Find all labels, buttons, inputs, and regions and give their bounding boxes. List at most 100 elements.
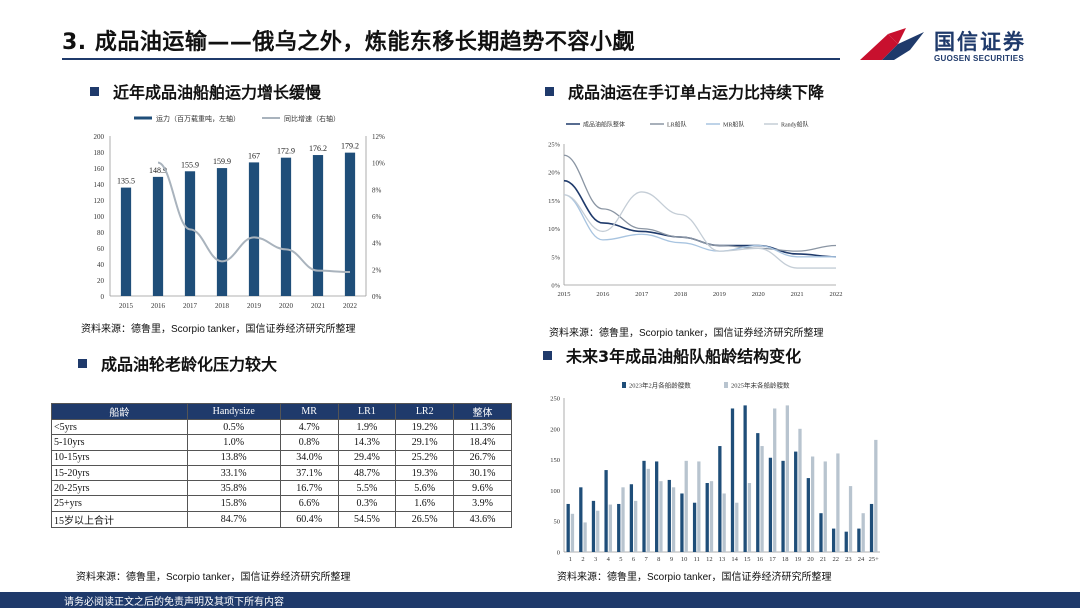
bar [810, 456, 815, 552]
y-tick-label: 180 [94, 149, 105, 157]
table-cell: 33.1% [186, 464, 281, 482]
bar [823, 461, 827, 552]
series-line [563, 179, 837, 258]
column-header: 船龄 [51, 403, 188, 420]
bar [848, 486, 853, 552]
capacity-chart: 0 20 40 60 80 100 120 140 160 180 200 0% 2% 4% 6% 8% 10%… [78, 108, 428, 316]
x-tick-label: 25+ [869, 556, 880, 563]
bar [583, 522, 587, 552]
data-label: 135.5 [117, 177, 135, 186]
bar [692, 502, 697, 552]
table-cell: 19.2% [395, 418, 455, 436]
legend-label: 运力（百万载重吨，左轴） [156, 114, 240, 123]
bar [718, 446, 722, 552]
data-label: 179.2 [341, 142, 359, 151]
section-heading-capacity: 近年成品油船舶运力增长缓慢 [90, 79, 321, 103]
source-note: 资料来源：德鲁里，Scorpio tanker，国信证券经济研究所整理 [76, 572, 351, 583]
guosen-logo: 国信证券 GUOSEN SECURITIES [858, 24, 1058, 68]
footer-disclaimer: 请务必阅读正文之后的免责声明及其项下所有内容 [64, 597, 284, 608]
y-tick-label: 10% [548, 226, 561, 233]
x-tick-label: 17 [769, 556, 776, 563]
table-cell: 0.5% [186, 418, 281, 436]
y2-tick-label: 4% [372, 240, 382, 248]
x-tick-label: 24 [858, 556, 865, 563]
x-tick-label: 10 [681, 556, 688, 563]
y-tick-label: 20 [97, 277, 105, 285]
series-line [563, 154, 837, 252]
source-note: 资料来源：德鲁里，Scorpio tanker，国信证券经济研究所整理 [557, 572, 832, 583]
series-line [563, 194, 836, 258]
bar [621, 487, 625, 552]
x-tick-label: 2 [581, 556, 584, 563]
table-cell: 9.6% [453, 480, 512, 497]
table-cell: 1.9% [337, 418, 397, 436]
table-cell: 18.4% [453, 434, 512, 451]
y-tick-label: 0 [101, 293, 105, 301]
x-tick-label: 2017 [635, 291, 649, 298]
fleet-age-chart: 0 50 100 150 200 250 1 2 3 4 5 6 7 8 9 10 11 12 13 14 15 16 17… [540, 372, 885, 567]
data-label: 159.9 [213, 157, 231, 166]
legend-label: Randy船队 [781, 121, 809, 129]
x-tick-label: 5 [619, 556, 622, 563]
table-cell: 15岁以上合计 [51, 510, 188, 528]
table-cell: 5.5% [337, 480, 397, 497]
bar [248, 162, 260, 296]
section-label: 近年成品油船舶运力增长缓慢 [113, 83, 322, 102]
table-cell: 4.7% [279, 418, 339, 436]
bar [861, 513, 865, 552]
table-cell: 30.1% [453, 464, 512, 482]
table-cell: 26.5% [395, 510, 455, 528]
bar [819, 513, 823, 552]
bar [773, 408, 777, 552]
series-line [563, 191, 836, 269]
bar [120, 187, 132, 296]
table-cell: 15.8% [186, 495, 281, 512]
bar [184, 171, 196, 296]
page-title: 3. 成品油运输——俄乌之外，炼能东移长期趋势不容小觑 [62, 30, 635, 55]
y-tick-label: 120 [94, 197, 105, 205]
y-tick-label: 60 [97, 245, 105, 253]
table-row: <5yrs 0.5% 4.7% 1.9% 19.2% 11.3% [51, 418, 512, 436]
bar [798, 428, 802, 552]
table-cell: 19.3% [395, 464, 455, 482]
table-cell: 43.6% [453, 510, 512, 528]
x-tick-label: 7 [645, 556, 649, 563]
table-cell: 14.3% [337, 434, 397, 451]
section-heading-orderbook: 成品油运在手订单占运力比持续下降 [545, 79, 824, 103]
table-cell: 3.9% [453, 495, 512, 512]
table-row: 5-10yrs 1.0% 0.8% 14.3% 29.1% 18.4% [51, 434, 512, 451]
bar [756, 433, 760, 552]
y-tick-label: 5% [551, 254, 560, 261]
source-note: 资料来源：德鲁里，Scorpio tanker，国信证券经济研究所整理 [549, 328, 824, 339]
table-cell: 25.2% [395, 449, 455, 466]
bullet-square-icon [543, 351, 552, 360]
legend-label: 2025年末各船龄艘数 [731, 381, 790, 390]
orderbook-chart-svg: 0% 5% 10% 15% 20% 25% 2015 2016 2017 2018 2019 2020… [548, 121, 842, 299]
table-cell: 15-20yrs [51, 464, 188, 482]
table-cell: 25+yrs [51, 495, 188, 512]
bar [659, 481, 663, 552]
bar [735, 502, 739, 552]
x-tick-label: 2022 [343, 302, 358, 310]
y-tick-label: 200 [550, 426, 560, 433]
table-row: 20-25yrs 35.8% 16.7% 5.5% 5.6% 9.6% [51, 480, 512, 497]
y-tick-label: 200 [94, 133, 105, 141]
data-label: 167 [248, 151, 260, 160]
legend-swatch [622, 382, 626, 388]
bar [579, 487, 583, 552]
bar [781, 460, 785, 552]
table-cell: 35.8% [186, 480, 281, 497]
x-tick-label: 4 [607, 556, 611, 563]
legend-swatch [724, 382, 728, 388]
bar [570, 513, 575, 552]
legend-label: 同比增速（右轴） [284, 114, 340, 123]
x-tick-label: 2021 [311, 302, 326, 310]
bar [785, 405, 789, 552]
x-tick-label: 2016 [596, 291, 610, 298]
table-cell: 10-15yrs [51, 449, 188, 466]
table-cell: 0.3% [337, 495, 397, 512]
column-header: MR [279, 403, 339, 420]
legend-label: 2023年2月各船龄艘数 [629, 381, 691, 390]
x-tick-label: 23 [845, 556, 852, 563]
